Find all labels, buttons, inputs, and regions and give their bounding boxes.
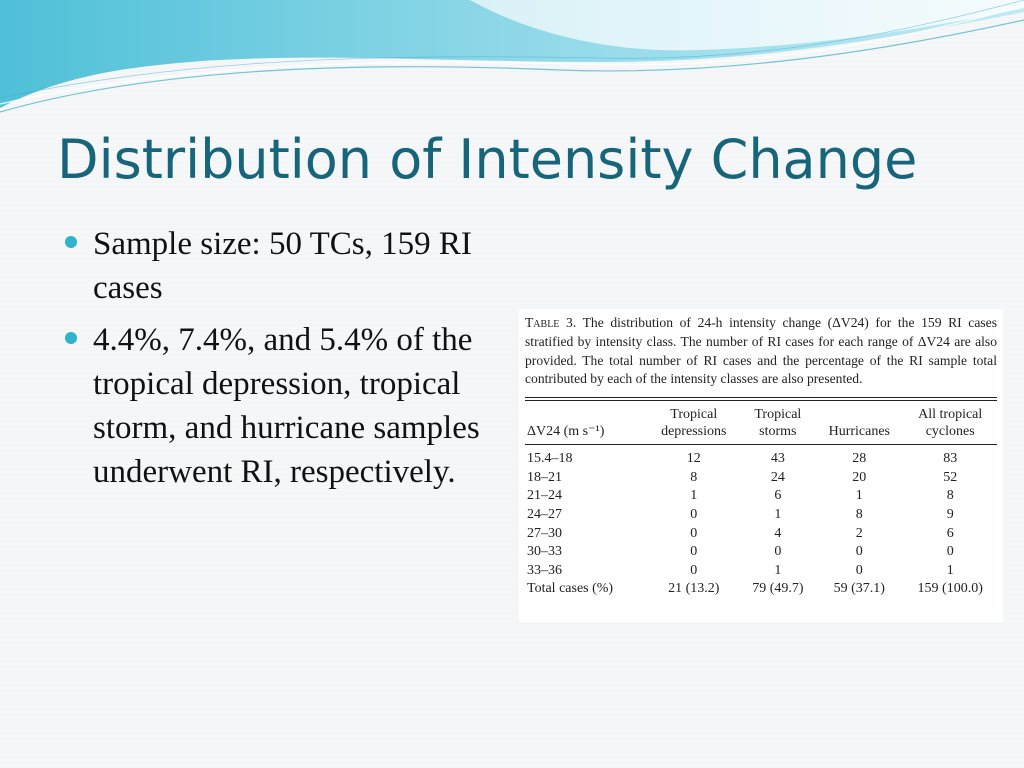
bullet-dot-icon [65, 332, 77, 344]
cell-tropical-storms: 1 [774, 506, 782, 522]
cell-tropical-storms: 4 [774, 525, 782, 541]
cell-all-tropical-cyclones: 0 [946, 544, 954, 560]
table-row: 30–33 0 0 0 0 [525, 543, 997, 562]
cell-tropical-storms: 1 [774, 562, 782, 578]
table-row: 27–30 0 4 2 6 [525, 525, 997, 544]
table-header-row: ΔV24 (m s⁻¹) Tropical depressions Tropica… [525, 401, 997, 445]
table-caption-label: Table 3. [525, 315, 577, 330]
header-tropical-storms: Tropical storms [754, 407, 802, 440]
cell-hurricanes: 0 [855, 562, 863, 578]
table-row: 21–24 1 6 1 8 [525, 487, 997, 506]
cell-tropical-depressions: 0 [690, 506, 698, 522]
cell-tropical-depressions: 21 (13.2) [668, 581, 720, 597]
header-hurricanes: Hurricanes [828, 424, 891, 440]
cell-tropical-storms: 43 [770, 451, 785, 467]
table-row: 15.4–18 12 43 28 83 [525, 445, 997, 469]
cell-hurricanes: 1 [855, 488, 863, 504]
bullet-list: Sample size: 50 TCs, 159 RI cases 4.4%, … [64, 222, 484, 502]
cell-tropical-depressions: 12 [686, 451, 701, 467]
table-body: 15.4–18 12 43 28 83 18–21 8 24 20 52 21–24 1 6 1 8 24–2… [525, 445, 997, 599]
cell-all-tropical-cyclones: 9 [946, 506, 954, 522]
cell-range: 15.4–18 [527, 451, 573, 467]
cell-tropical-depressions: 8 [690, 469, 698, 485]
table-caption-text: The distribution of 24-h intensity chang… [525, 315, 997, 387]
header-all-tropical-cyclones: All tropical cyclones [918, 407, 983, 440]
cell-all-tropical-cyclones: 83 [943, 451, 958, 467]
slide-title: Distribution of Intensity Change [57, 128, 918, 191]
cell-range: 27–30 [527, 525, 562, 541]
header-wave-decoration [0, 0, 1024, 113]
bullet-text: Sample size: 50 TCs, 159 RI cases [93, 226, 472, 306]
cell-hurricanes: 20 [852, 469, 867, 485]
cell-tropical-depressions: 0 [690, 525, 698, 541]
cell-all-tropical-cyclones: 52 [943, 469, 958, 485]
bullet-dot-icon [65, 236, 77, 248]
cell-hurricanes: 0 [855, 544, 863, 560]
header-range: ΔV24 (m s⁻¹) [527, 424, 605, 440]
cell-tropical-depressions: 0 [690, 562, 698, 578]
cell-range: 24–27 [527, 506, 562, 522]
cell-hurricanes: 28 [852, 451, 867, 467]
cell-tropical-depressions: 1 [690, 488, 698, 504]
cell-range: 18–21 [527, 469, 562, 485]
cell-range: 30–33 [527, 544, 562, 560]
cell-all-tropical-cyclones: 1 [946, 562, 954, 578]
cell-all-tropical-cyclones: 159 (100.0) [917, 581, 983, 597]
cell-tropical-storms: 24 [770, 469, 785, 485]
table-row: 24–27 0 1 8 9 [525, 506, 997, 525]
table-row: 33–36 0 1 0 1 [525, 562, 997, 581]
cell-all-tropical-cyclones: 6 [946, 525, 954, 541]
cell-range: Total cases (%) [527, 581, 614, 597]
cell-tropical-storms: 0 [774, 544, 782, 560]
header-tropical-depressions: Tropical depressions [661, 407, 727, 440]
table-row: 18–21 8 24 20 52 [525, 469, 997, 488]
bullet-item: 4.4%, 7.4%, and 5.4% of the tropical dep… [64, 318, 484, 494]
cell-hurricanes: 59 (37.1) [833, 581, 885, 597]
cell-tropical-storms: 6 [774, 488, 782, 504]
table-row: Total cases (%) 21 (13.2) 79 (49.7) 59 (37.… [525, 580, 997, 599]
table-top-rule [525, 397, 997, 402]
cell-tropical-depressions: 0 [690, 544, 698, 560]
bullet-text: 4.4%, 7.4%, and 5.4% of the tropical dep… [93, 322, 480, 490]
bullet-item: Sample size: 50 TCs, 159 RI cases [64, 222, 484, 310]
cell-all-tropical-cyclones: 8 [946, 488, 954, 504]
table-caption: Table 3. The distribution of 24-h intens… [525, 314, 997, 389]
intensity-table: ΔV24 (m s⁻¹) Tropical depressions Tropica… [525, 401, 997, 599]
cell-hurricanes: 8 [855, 506, 863, 522]
table-figure: Table 3. The distribution of 24-h intens… [519, 309, 1003, 622]
cell-range: 21–24 [527, 488, 562, 504]
cell-hurricanes: 2 [855, 525, 863, 541]
cell-tropical-storms: 79 (49.7) [752, 581, 804, 597]
cell-range: 33–36 [527, 562, 562, 578]
